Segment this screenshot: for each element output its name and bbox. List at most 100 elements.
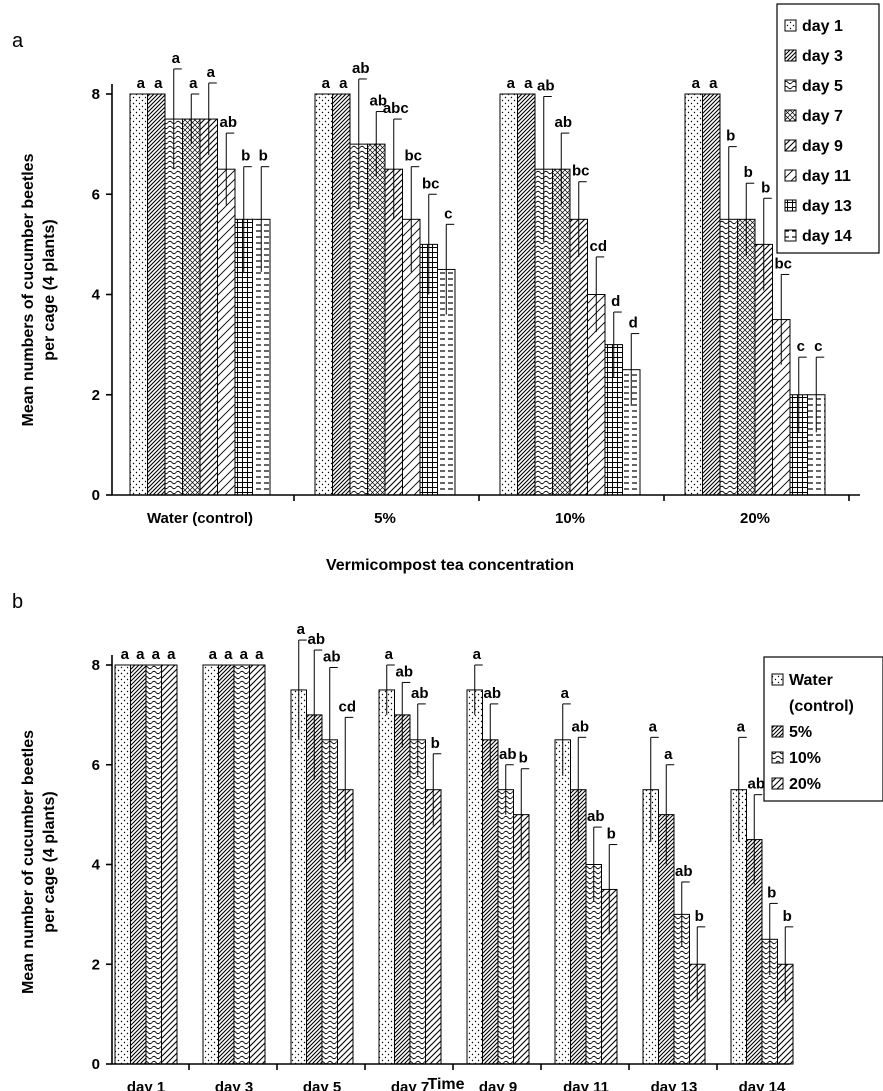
legend-label: day 14 xyxy=(802,228,852,245)
legend: day 1 day 3 day 5 day 7 day 9 day 11 day 13 day… xyxy=(776,3,880,254)
significance-label: bc xyxy=(774,255,792,272)
significance-label: a xyxy=(137,75,146,92)
x-tick-label: Water (control) xyxy=(147,510,253,527)
legend-box xyxy=(763,656,883,802)
x-tick-label: day 3 xyxy=(215,1079,253,1091)
significance-label: cd xyxy=(338,698,356,715)
legend-swatch xyxy=(784,139,797,152)
y-axis-title-line: per cage (4 plants) xyxy=(41,791,58,932)
x-tick-label: day 1 xyxy=(127,1079,165,1091)
legend-swatch xyxy=(771,777,784,790)
bar xyxy=(217,168,236,496)
significance-label: bc xyxy=(572,163,590,180)
legend-swatch xyxy=(784,79,797,92)
significance-label: b xyxy=(519,750,528,767)
significance-label: abc xyxy=(383,100,409,117)
chart-panel-b: b Mean number of cucumber beetles per cage… xyxy=(12,591,883,1091)
bar xyxy=(218,664,235,1065)
y-tick-label: 8 xyxy=(92,657,100,674)
legend-swatch xyxy=(784,229,797,242)
x-tick-label: 20% xyxy=(740,510,770,527)
significance-label: b xyxy=(767,884,776,901)
significance-label: a xyxy=(136,646,145,663)
bar xyxy=(569,218,588,496)
significance-label: d xyxy=(611,293,620,310)
bar xyxy=(114,664,131,1065)
panel-letter: b xyxy=(12,591,23,613)
significance-label: ab xyxy=(307,631,325,648)
significance-label: ab xyxy=(675,863,693,880)
legend: Water (control) 5% 10% 20% xyxy=(763,656,883,802)
bar xyxy=(394,714,411,1065)
significance-label: a xyxy=(692,75,701,92)
significance-label: a xyxy=(154,75,163,92)
significance-label: b xyxy=(783,908,792,925)
significance-label: a xyxy=(385,646,394,663)
significance-label: bc xyxy=(404,148,422,165)
bar xyxy=(182,118,201,496)
significance-label: ab xyxy=(395,663,413,680)
bar xyxy=(499,93,518,496)
significance-label: b xyxy=(726,128,735,145)
significance-label: ab xyxy=(323,648,341,665)
legend-label: 5% xyxy=(789,724,812,741)
y-axis-title-line: Mean number of cucumber beetles xyxy=(20,730,37,994)
bar xyxy=(552,168,571,496)
significance-label: ab xyxy=(411,685,429,702)
bar xyxy=(314,93,333,496)
chart-panel-a: a Mean numbers of cucumber beetles per cag… xyxy=(12,3,880,574)
significance-label: a xyxy=(189,75,198,92)
bar xyxy=(482,739,499,1065)
legend-label: 20% xyxy=(789,776,821,793)
legend-label: day 9 xyxy=(802,138,843,155)
significance-label: ab xyxy=(352,60,370,77)
y-tick-label: 2 xyxy=(92,387,100,404)
y-axis-title: Mean numbers of cucumber beetles per cage… xyxy=(20,153,58,426)
significance-label: ab xyxy=(219,114,237,131)
bar xyxy=(147,93,166,496)
bar xyxy=(202,664,219,1065)
x-tick-label: day 5 xyxy=(303,1079,341,1091)
significance-label: a xyxy=(207,64,216,81)
significance-label: b xyxy=(695,908,704,925)
significance-label: bc xyxy=(422,175,440,192)
significance-label: ab xyxy=(499,746,517,763)
bar xyxy=(129,93,148,496)
legend-label: day 3 xyxy=(802,48,843,65)
legend-swatch xyxy=(771,673,784,686)
legend-label: day 13 xyxy=(802,198,852,215)
significance-label: a xyxy=(167,646,176,663)
legend-swatch xyxy=(784,19,797,32)
x-tick-label: 10% xyxy=(555,510,585,527)
x-axis-title: Time xyxy=(427,1076,464,1091)
significance-label: b xyxy=(241,148,250,165)
significance-label: ab xyxy=(587,808,605,825)
bar xyxy=(332,93,351,496)
legend-label: day 5 xyxy=(802,78,843,95)
bar xyxy=(466,689,483,1065)
bar xyxy=(249,664,266,1065)
bar xyxy=(409,739,426,1065)
bar xyxy=(702,93,721,496)
legend-label: Water xyxy=(789,672,833,689)
y-tick-label: 6 xyxy=(92,757,100,774)
legend-swatch xyxy=(784,49,797,62)
bar xyxy=(517,93,536,496)
x-tick-label: day 11 xyxy=(563,1079,609,1091)
significance-label: a xyxy=(339,75,348,92)
significance-label: c xyxy=(814,338,822,355)
legend-swatch xyxy=(771,725,784,738)
x-tick-label: day 9 xyxy=(479,1079,517,1091)
significance-label: ab xyxy=(571,718,589,735)
significance-label: ab xyxy=(747,776,765,793)
legend-label: day 11 xyxy=(802,168,851,185)
bar xyxy=(145,664,162,1065)
legend-swatch xyxy=(771,751,784,764)
significance-label: b xyxy=(744,164,753,181)
legend-label: 10% xyxy=(789,750,821,767)
significance-label: ab xyxy=(537,78,555,95)
legend-label: day 7 xyxy=(802,108,843,125)
legend-label: (control) xyxy=(789,698,854,715)
bar xyxy=(554,739,571,1065)
